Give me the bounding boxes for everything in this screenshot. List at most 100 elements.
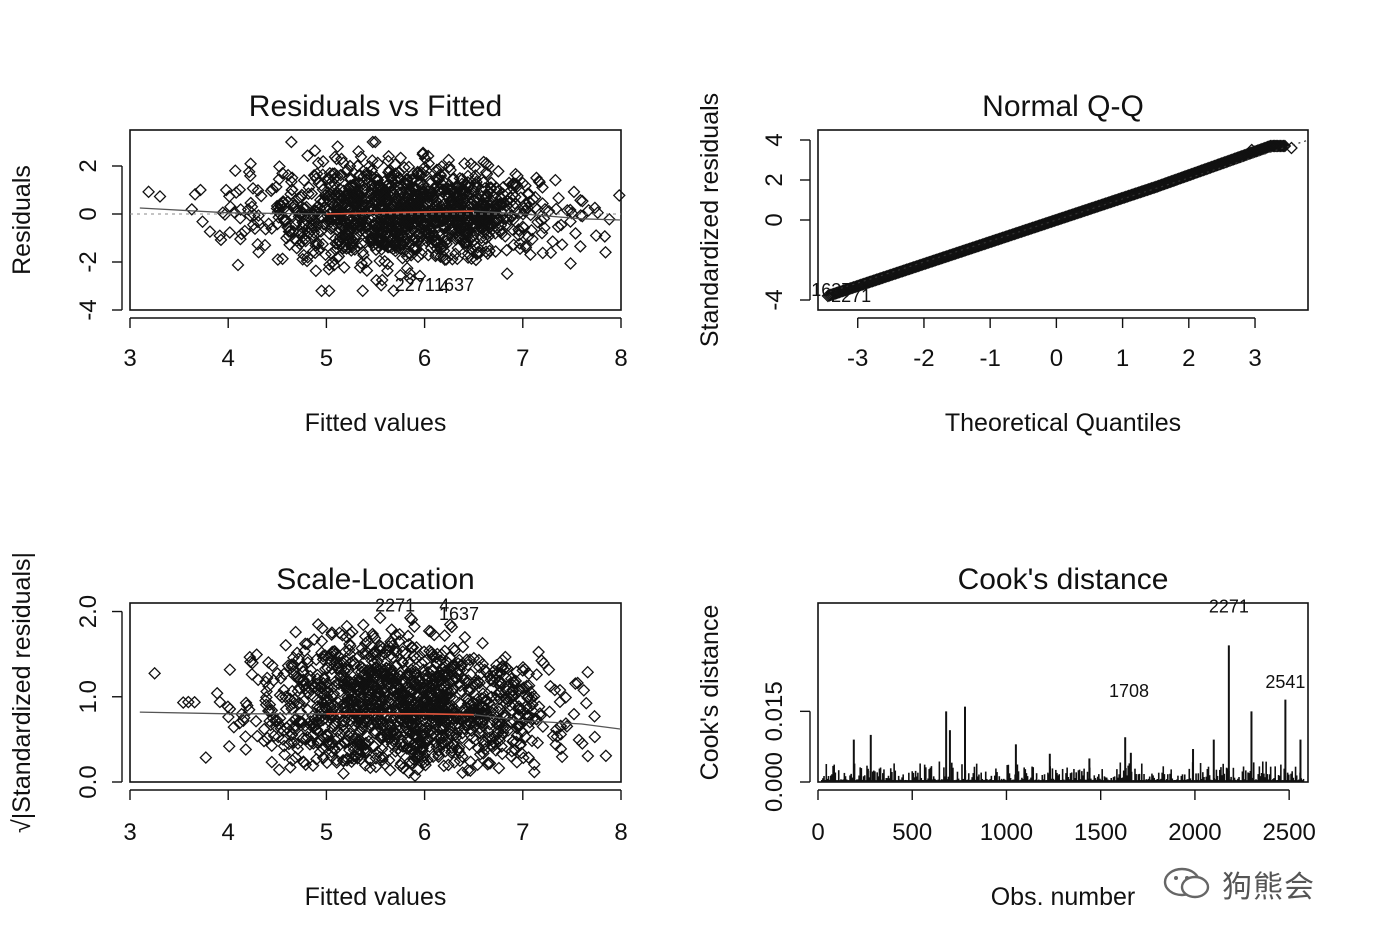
data-point (519, 730, 533, 744)
data-point (537, 656, 550, 670)
data-point (408, 769, 422, 783)
data-point (373, 178, 387, 192)
data-point (366, 627, 380, 641)
data-point (458, 192, 472, 206)
data-point (409, 652, 423, 665)
outlier-label: 1708 (1109, 681, 1149, 701)
data-point (381, 257, 395, 271)
y-tick-label: 0 (761, 213, 788, 226)
data-point (323, 177, 336, 191)
data-point (411, 750, 425, 764)
data-point (489, 245, 503, 258)
data-point (350, 680, 364, 694)
data-point (475, 231, 488, 245)
data-point (495, 729, 509, 742)
data-point (382, 149, 396, 163)
data-point (306, 759, 320, 772)
data-point (372, 685, 386, 699)
data-point (448, 718, 462, 732)
data-point (393, 692, 407, 705)
data-point (376, 232, 390, 245)
data-point (378, 669, 392, 683)
data-point (523, 195, 536, 209)
data-point (227, 720, 241, 734)
data-point (447, 755, 461, 769)
y-axis-label: Cook's distance (696, 605, 724, 781)
data-point (447, 712, 461, 725)
data-point (262, 217, 276, 231)
data-point (439, 744, 452, 758)
data-point (481, 756, 495, 770)
data-point (419, 218, 432, 232)
data-point (376, 719, 390, 733)
data-point (310, 723, 324, 737)
data-point (477, 226, 490, 240)
x-axis-label: Fitted values (305, 409, 447, 437)
data-point (393, 666, 407, 679)
data-point (360, 264, 374, 277)
data-point (474, 667, 487, 681)
data-point (387, 644, 401, 658)
data-point (591, 206, 605, 220)
data-point (259, 690, 273, 704)
data-points (821, 139, 1298, 303)
x-tick-label: 3 (123, 345, 136, 372)
data-point (434, 689, 447, 703)
data-point (521, 710, 534, 724)
data-point (483, 731, 497, 745)
data-point (506, 213, 520, 226)
data-point (311, 736, 325, 750)
data-point (552, 191, 566, 205)
data-point (311, 156, 325, 170)
data-point (554, 727, 568, 741)
data-point (522, 751, 535, 764)
data-point (489, 215, 503, 229)
data-point (371, 745, 384, 759)
data-point (375, 213, 388, 227)
data-point (396, 237, 410, 251)
data-point (360, 166, 373, 180)
data-point (416, 663, 430, 677)
data-point (435, 648, 449, 662)
data-point (527, 765, 541, 779)
data-point (537, 221, 551, 235)
data-point (349, 673, 363, 687)
x-tick-label: 6 (418, 819, 431, 846)
data-point (423, 210, 437, 224)
data-point (455, 232, 469, 245)
data-point (495, 740, 508, 753)
data-point (366, 233, 379, 247)
data-point (412, 704, 426, 718)
data-point (494, 191, 508, 205)
data-point (460, 189, 474, 203)
data-point (274, 199, 288, 213)
data-point (393, 268, 407, 282)
data-point (386, 242, 400, 256)
data-point (229, 186, 243, 200)
data-point (487, 714, 501, 728)
data-point (328, 645, 342, 658)
data-point (399, 214, 412, 228)
data-point (272, 763, 286, 777)
data-point (371, 173, 385, 187)
data-point (438, 681, 452, 695)
watermark-text: 狗熊会 (1222, 870, 1315, 905)
data-point (389, 728, 403, 742)
data-point (344, 656, 357, 670)
data-point (532, 700, 546, 714)
data-point (336, 715, 350, 728)
data-point (516, 660, 530, 674)
data-point (338, 645, 352, 659)
data-point (289, 625, 303, 639)
x-tick-label: 0 (1050, 345, 1063, 372)
data-point (259, 698, 273, 712)
data-point (333, 222, 347, 236)
data-point (284, 135, 298, 149)
data-point (221, 710, 235, 724)
data-point (194, 183, 207, 197)
data-point (382, 229, 396, 243)
data-point (321, 661, 335, 675)
data-point (268, 714, 282, 728)
data-point (573, 239, 587, 253)
data-point (438, 629, 452, 642)
